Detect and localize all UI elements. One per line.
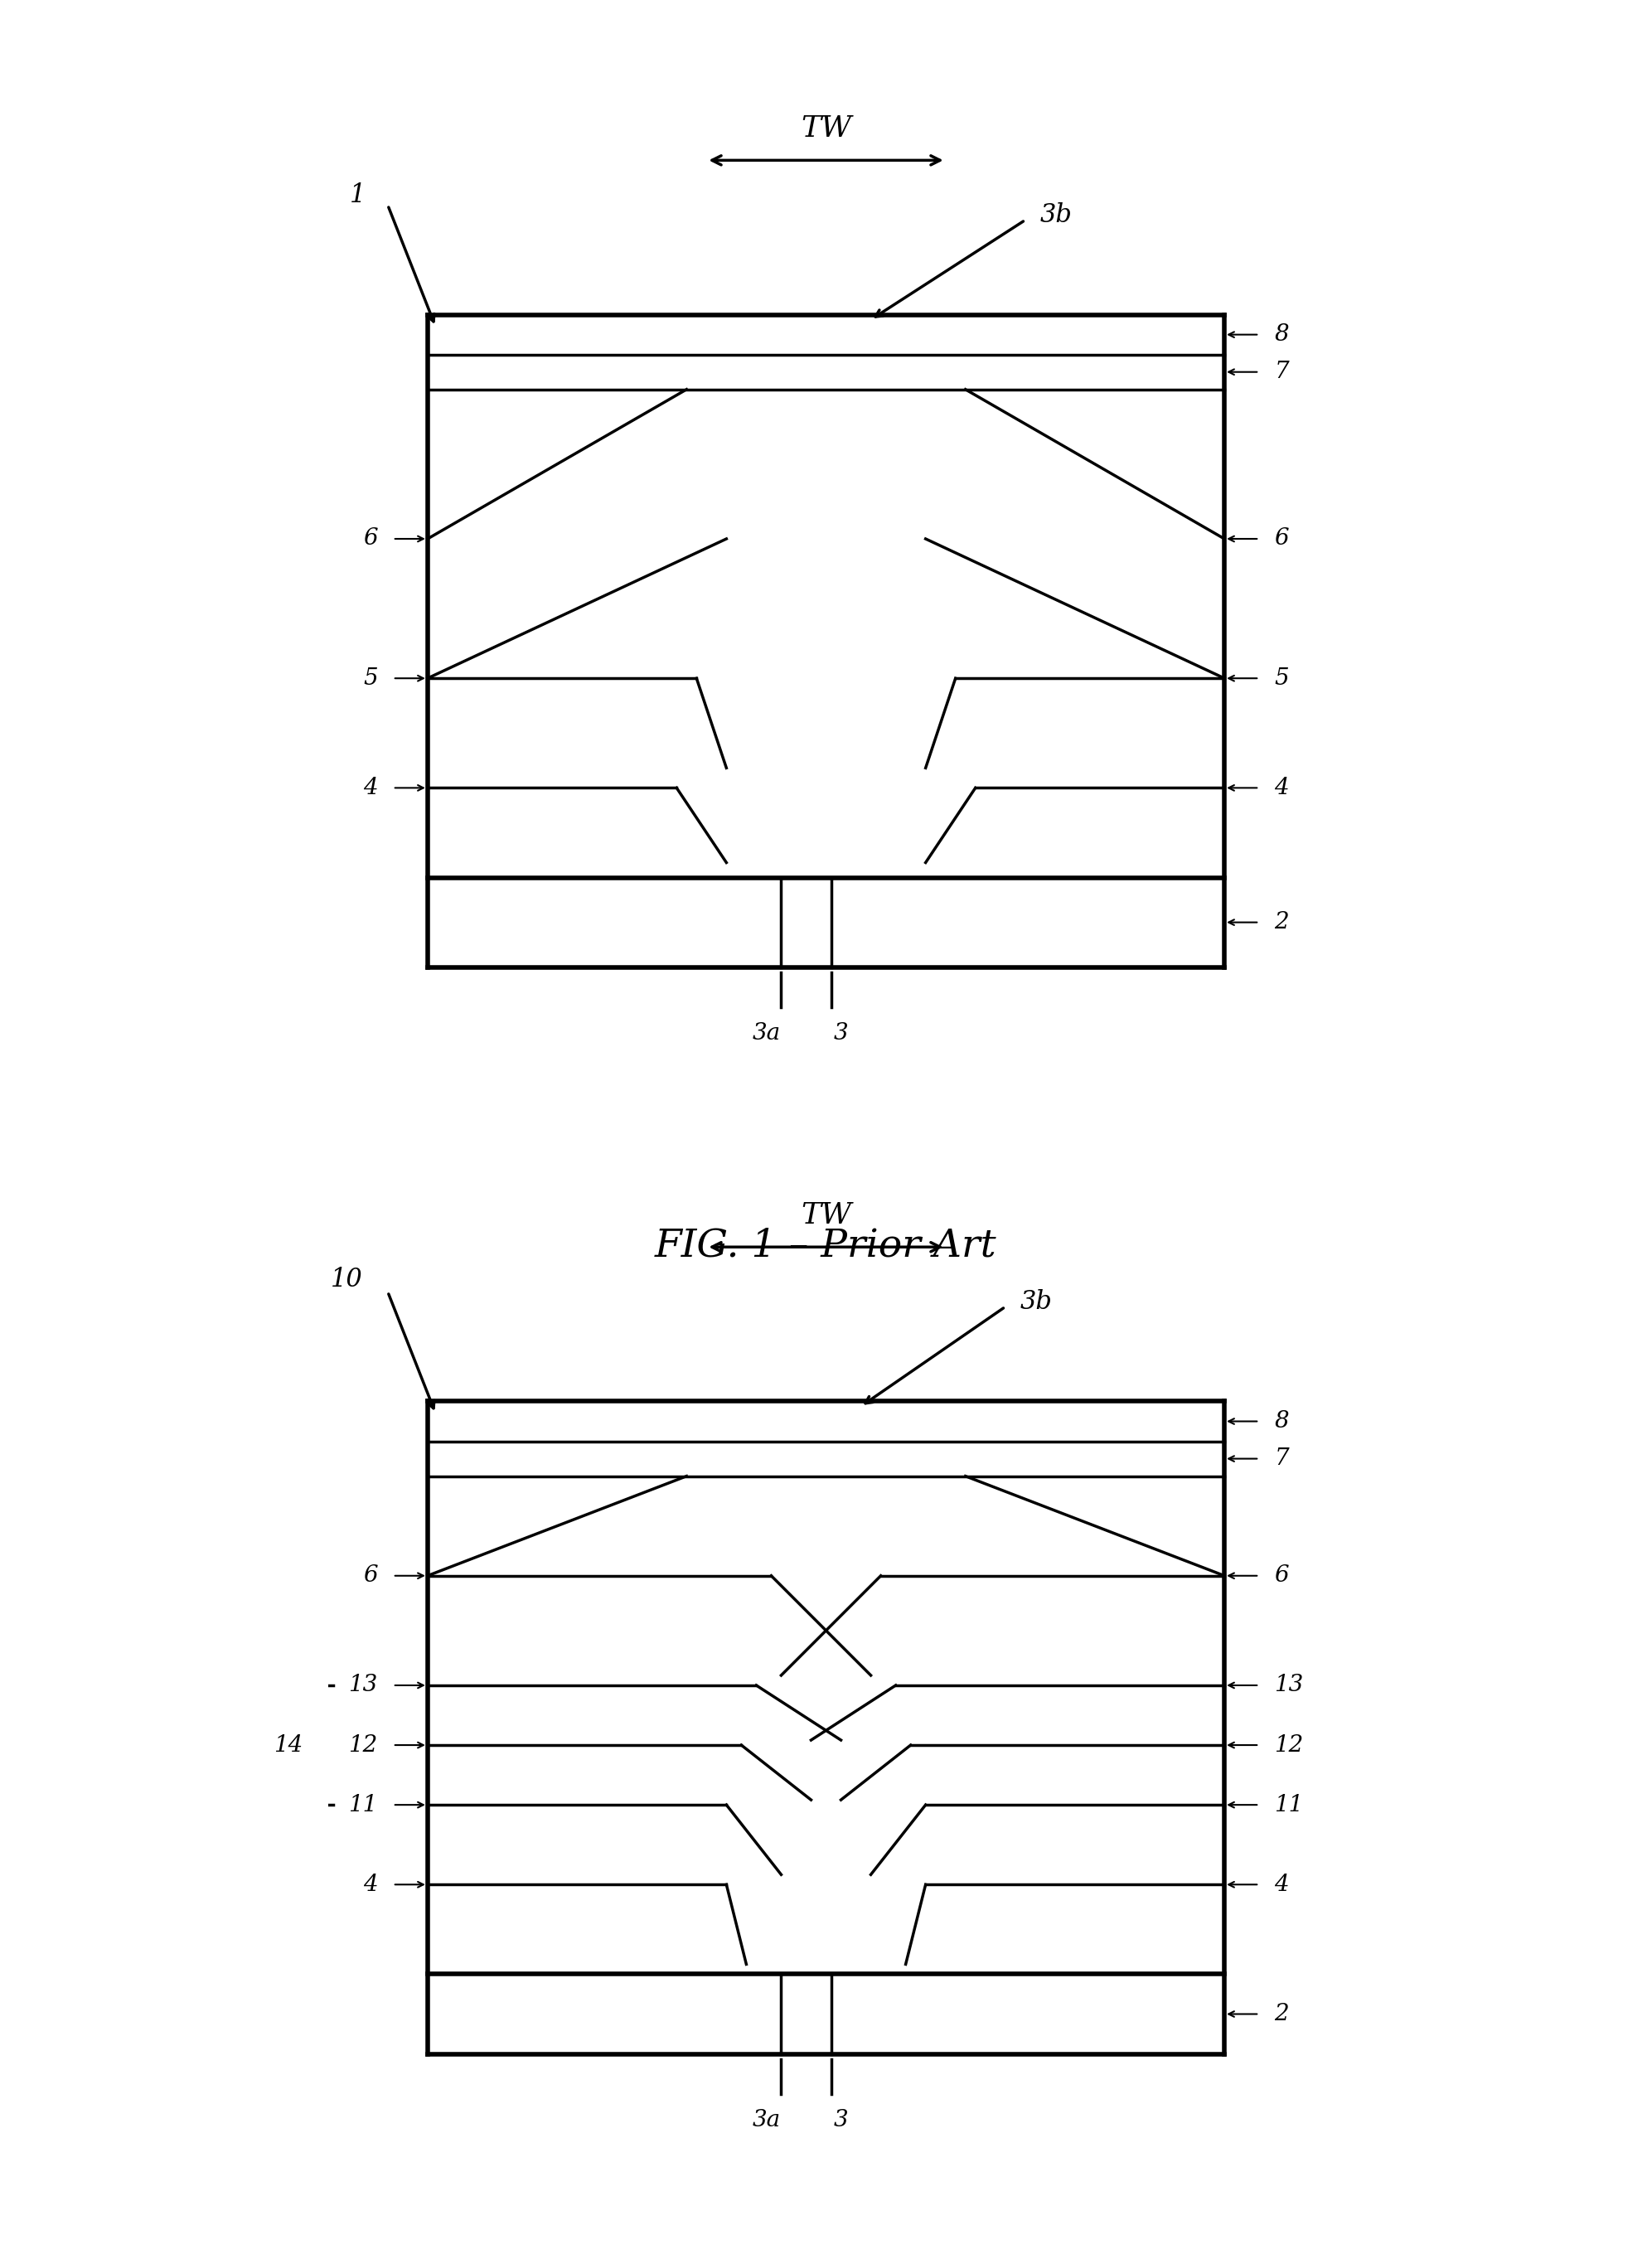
Text: TW: TW	[801, 1200, 851, 1229]
Text: 13: 13	[349, 1673, 378, 1696]
Text: 3: 3	[834, 1021, 847, 1044]
Text: 12: 12	[349, 1734, 378, 1757]
Text: 7: 7	[1274, 1447, 1289, 1469]
Text: FIG. 1 – Prior Art: FIG. 1 – Prior Art	[654, 1227, 998, 1266]
Text: 4: 4	[363, 777, 378, 799]
Text: 4: 4	[1274, 1872, 1289, 1895]
Text: 4: 4	[363, 1872, 378, 1895]
Text: 1: 1	[350, 183, 365, 208]
Text: 5: 5	[1274, 668, 1289, 691]
Text: 6: 6	[1274, 528, 1289, 550]
Text: 8: 8	[1274, 324, 1289, 346]
Text: 6: 6	[1274, 1564, 1289, 1587]
Text: 4: 4	[1274, 777, 1289, 799]
Text: 5: 5	[363, 668, 378, 691]
Text: 3a: 3a	[752, 2108, 780, 2130]
Text: 11: 11	[349, 1793, 378, 1816]
Text: 8: 8	[1274, 1410, 1289, 1433]
Text: 13: 13	[1274, 1673, 1303, 1696]
Text: 3b: 3b	[1021, 1288, 1052, 1315]
Text: 6: 6	[363, 528, 378, 550]
Text: 3: 3	[834, 2108, 847, 2130]
Text: 3a: 3a	[752, 1021, 780, 1044]
Text: 14: 14	[274, 1734, 302, 1757]
Text: 7: 7	[1274, 360, 1289, 383]
Text: 6: 6	[363, 1564, 378, 1587]
Text: 2: 2	[1274, 910, 1289, 933]
Text: 2: 2	[1274, 2004, 1289, 2026]
Text: 10: 10	[330, 1268, 363, 1293]
Text: 3b: 3b	[1041, 201, 1072, 229]
Text: 11: 11	[1274, 1793, 1303, 1816]
Text: TW: TW	[801, 113, 851, 143]
Text: 12: 12	[1274, 1734, 1303, 1757]
